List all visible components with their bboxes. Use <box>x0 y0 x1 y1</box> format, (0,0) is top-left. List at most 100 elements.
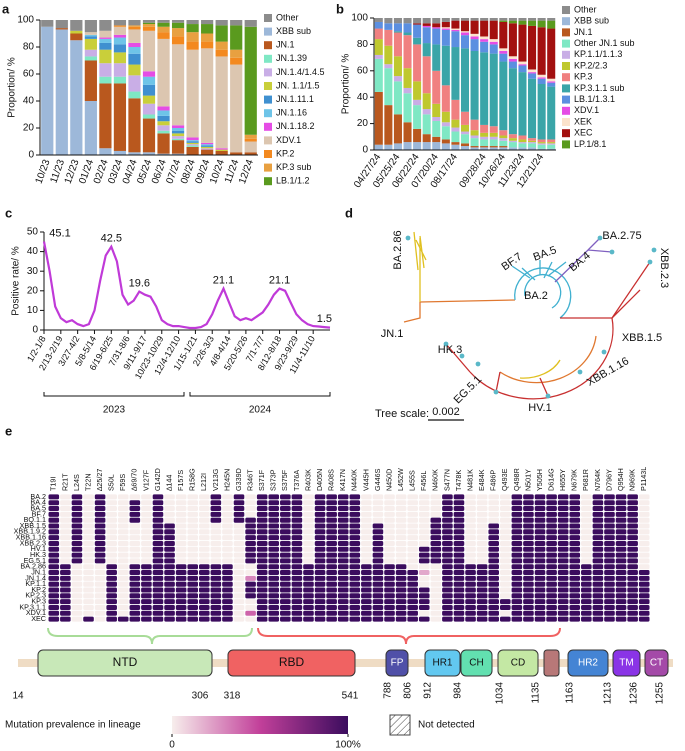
heat-cell <box>523 599 534 605</box>
heat-cell <box>523 610 534 616</box>
heat-cell <box>592 535 604 541</box>
heat-cell <box>511 604 523 610</box>
legend-swatch <box>264 27 272 36</box>
heat-cell <box>395 540 407 546</box>
heat-cell <box>175 570 187 576</box>
heat-cell <box>268 581 280 587</box>
heat-cell <box>314 535 326 541</box>
heat-cell <box>117 564 129 570</box>
bar-segment <box>460 131 470 135</box>
heat-cell <box>280 529 291 535</box>
y-tick-label: 60 <box>357 65 369 76</box>
heat-cell <box>314 517 326 523</box>
bar-segment <box>99 76 112 84</box>
heat-cell <box>349 552 361 558</box>
heat-cell <box>314 604 326 610</box>
heat-cell <box>152 610 164 616</box>
heat-cell <box>60 570 71 576</box>
heat-cell <box>291 587 303 593</box>
heat-cell <box>557 610 569 616</box>
heat-cell <box>349 610 361 616</box>
legend-label: LP.1/8.1 <box>574 139 606 149</box>
bar-segment <box>460 134 470 144</box>
bar-segment <box>230 64 243 153</box>
heat-cell <box>256 517 268 523</box>
heat-cell <box>314 546 326 552</box>
heat-cell <box>187 575 198 581</box>
heat-cell <box>141 558 152 564</box>
bar-segment <box>113 34 127 38</box>
heat-cell <box>407 529 418 535</box>
legend-swatch <box>562 84 570 93</box>
legend-swatch <box>264 109 272 118</box>
bar-segment <box>528 25 537 70</box>
tree-label: HV.1 <box>528 402 551 414</box>
heat-cell <box>106 610 117 616</box>
heat-cell <box>569 558 581 564</box>
bar-segment <box>113 37 127 45</box>
heat-cell <box>164 616 175 622</box>
heat-cell <box>500 570 511 576</box>
domain <box>37 649 213 677</box>
heat-cell <box>638 610 650 616</box>
column-label: R21T <box>60 473 69 491</box>
bar-segment <box>55 28 68 30</box>
heat-cell <box>407 587 418 593</box>
heat-cell <box>187 593 198 599</box>
heat-cell <box>268 593 280 599</box>
heat-cell <box>268 546 280 552</box>
heat-cell <box>71 535 83 541</box>
column-label: L212I <box>199 473 208 491</box>
heat-cell <box>71 616 83 622</box>
bar-segment <box>99 49 112 64</box>
heat-cell <box>592 500 604 506</box>
heat-cell <box>152 599 164 605</box>
bar-segment <box>489 20 498 40</box>
position-label: 912 <box>423 682 434 699</box>
heat-cell <box>94 587 106 593</box>
bar-segment <box>432 103 441 117</box>
heat-cell <box>384 506 395 512</box>
heat-cell <box>523 517 534 523</box>
column-label: Q498R <box>512 468 521 491</box>
heat-cell <box>117 599 129 605</box>
heat-cell <box>395 587 407 593</box>
heat-cell <box>395 575 407 581</box>
bar-segment <box>393 114 402 144</box>
heat-cell <box>407 593 418 599</box>
heat-cell <box>245 517 256 523</box>
heat-cell <box>488 587 499 593</box>
heat-cell <box>303 517 314 523</box>
bar-segment <box>451 18 460 21</box>
bar-segment <box>201 149 214 155</box>
heat-cell <box>581 593 592 599</box>
heat-cell <box>291 552 303 558</box>
column-label: Q493E <box>500 468 509 491</box>
heat-cell <box>465 552 476 558</box>
heat-cell <box>534 604 546 610</box>
heat-cell <box>106 558 117 564</box>
domain-label: RBD <box>279 655 305 669</box>
heat-cell <box>395 506 407 512</box>
heat-cell <box>465 599 476 605</box>
heat-cell <box>48 599 60 605</box>
domain <box>567 649 609 677</box>
bar-segment <box>171 28 185 37</box>
bar-segment <box>244 26 257 135</box>
heat-cell <box>326 517 337 523</box>
bar-segment <box>99 37 112 39</box>
heat-cell <box>106 552 117 558</box>
heat-cell <box>245 604 256 610</box>
column-label: S477N <box>442 469 451 491</box>
heat-cell <box>210 540 222 546</box>
heat-cell <box>256 599 268 605</box>
heat-cell <box>71 564 83 570</box>
bar-segment <box>128 98 141 153</box>
heat-cell <box>303 564 314 570</box>
heat-cell <box>94 599 106 605</box>
heat-cell <box>199 546 210 552</box>
heat-cell <box>256 529 268 535</box>
heat-cell <box>129 581 141 587</box>
panel-label: e <box>5 423 12 438</box>
heat-cell <box>129 575 141 581</box>
